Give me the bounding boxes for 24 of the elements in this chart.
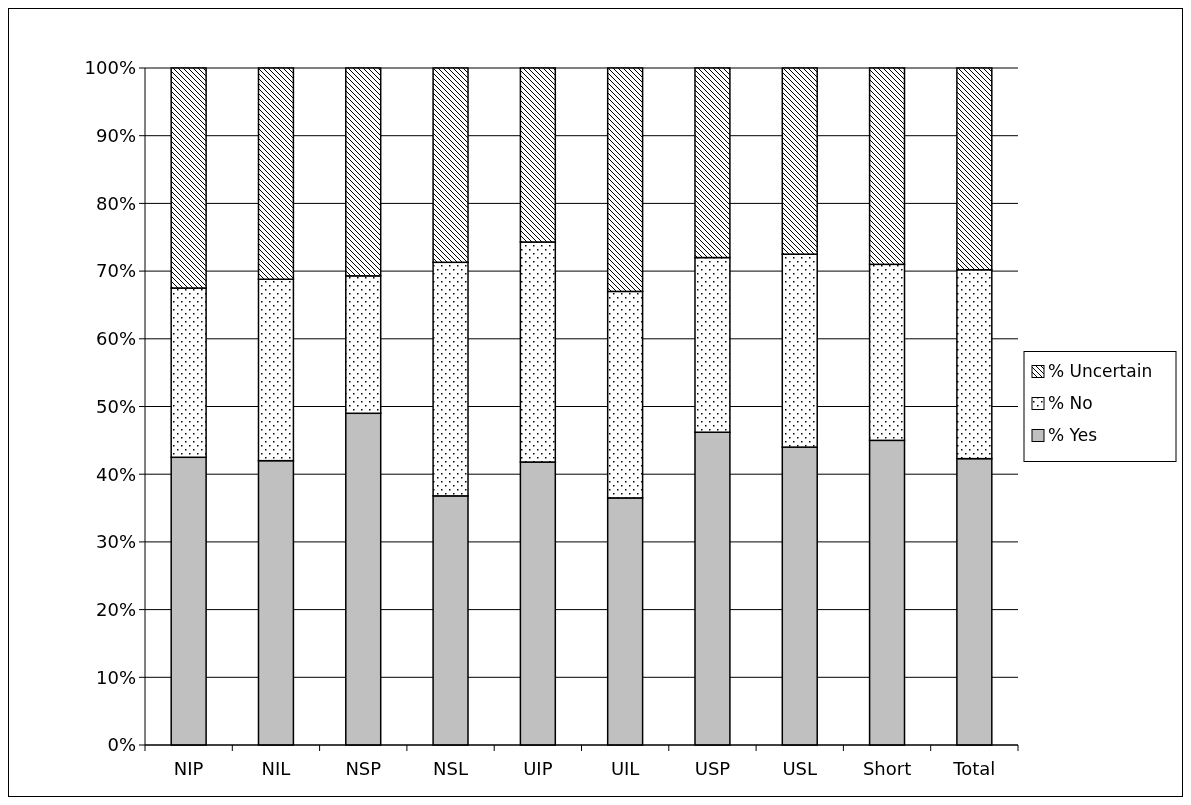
x-tick-label: NSP [345,758,382,779]
x-tick-label: USL [782,758,818,779]
x-tick-label: Total [952,758,996,779]
y-tick-label: 30% [95,531,136,553]
legend-label: % Yes [1048,425,1098,446]
y-tick-label: 20% [95,598,136,620]
y-tick-label: 50% [95,395,136,417]
x-tick-label: USP [694,758,731,779]
y-tick-label: 90% [95,125,136,146]
y-tick-label: 80% [95,192,136,214]
legend-label: % Uncertain [1048,361,1153,382]
x-tick-label: Short [862,758,912,779]
y-tick-label: 70% [95,260,136,282]
y-tick-label: 0% [107,734,136,756]
y-tick-label: 40% [95,463,136,485]
legend-label: % No [1048,393,1093,414]
x-tick-label: NIL [261,758,291,779]
y-tick-label: 60% [95,328,136,350]
x-tick-label: NIP [173,758,204,779]
y-tick-label: 100% [84,57,136,79]
x-tick-label: NSL [433,758,469,779]
y-tick-label: 10% [95,666,136,688]
x-tick-label: UIL [610,758,640,779]
x-tick-label: UIP [523,758,553,779]
